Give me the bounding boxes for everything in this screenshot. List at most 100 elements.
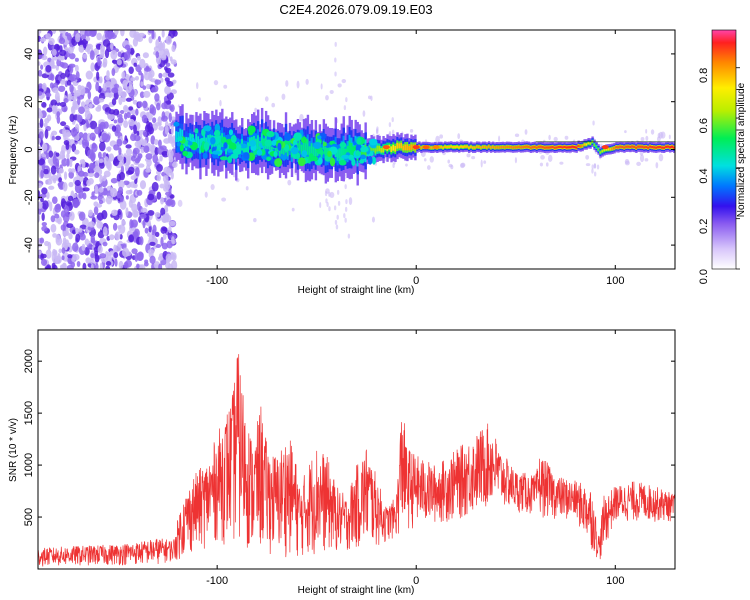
noise-speckle [59,264,66,269]
noise-speckle [114,231,121,241]
noise-speckle [143,90,151,98]
noise-speckle [65,142,70,151]
noise-speckle [148,36,153,44]
snr-y-label: SNR (10 * v/v) [8,418,19,482]
faint-speckle [624,159,630,165]
noise-speckle [115,244,122,252]
ridge-mark [671,145,674,148]
ridge-mark [352,146,355,157]
faint-speckle [287,179,292,186]
noise-speckle [156,102,161,111]
noise-speckle [129,84,133,91]
faint-speckle [370,95,373,101]
noise-speckle [96,32,102,41]
noise-speckle [41,101,47,108]
ridge-mark [495,146,499,149]
noise-speckle [45,92,52,98]
noise-speckle [170,59,177,65]
ridge-blob [327,150,332,158]
faint-speckle [426,165,431,170]
faint-speckle [524,129,528,135]
noise-speckle [88,103,93,109]
noise-speckle [72,193,77,199]
ridge-mark [601,150,604,153]
ridge-mark [462,145,465,149]
ridge-mark [473,146,477,149]
faint-speckle [253,217,257,223]
ridge-mark [505,145,509,149]
ridge-mark [673,146,675,149]
noise-speckle [98,187,104,193]
noise-speckle [51,49,57,56]
ridge-blob [313,141,322,149]
ridge-mark [398,143,401,149]
noise-speckle [111,98,117,106]
noise-speckle [145,168,152,173]
ridge-mark [350,142,353,156]
noise-speckle [64,46,69,52]
ridge-mark [513,146,517,149]
ridge-mark [481,145,485,149]
noise-speckle [119,171,126,181]
noise-speckle [69,211,75,221]
noise-speckle [119,109,125,114]
streak-speckle [326,201,329,207]
noise-speckle [103,174,107,181]
faint-speckle [668,134,671,140]
faint-speckle [480,159,483,168]
streak-speckle [391,117,394,123]
noise-speckle [98,200,104,205]
noise-speckle [146,158,152,167]
colorbar: 0.0 0.2 0.4 0.6 0.8 Normalized spectral ampl… [698,29,747,284]
noise-speckle [82,53,88,59]
ridge-mark [475,145,479,148]
noise-speckle [128,118,135,127]
noise-speckle [90,234,95,244]
faint-speckle [299,113,304,122]
ridge-blob [273,150,278,158]
noise-speckle [140,81,144,87]
ridge-mark [659,145,662,149]
noise-speckle [125,207,129,217]
ridge-mark [643,146,646,149]
ridge-mark [539,145,543,148]
ridge-mark [573,146,576,149]
noise-speckle [43,122,48,127]
ridge-mark [527,145,531,149]
ridge-blob [280,154,287,161]
noise-speckle [50,165,57,175]
noise-speckle [156,191,162,200]
ridge-mark [274,145,278,155]
noise-speckle [112,158,120,167]
noise-speckle [90,62,95,72]
ridge-blob [194,128,199,134]
faint-speckle [545,162,549,167]
noise-speckle [68,170,74,179]
noise-speckle [128,66,134,75]
noise-speckle [82,192,87,200]
ridge-blob [190,134,195,139]
faint-speckle [329,191,335,198]
noise-speckle [89,120,98,130]
noise-speckle [135,155,142,162]
noise-speckle [96,71,100,81]
noise-speckle [114,30,119,36]
noise-speckle [52,264,58,269]
noise-speckle [38,150,42,161]
noise-speckle [84,30,92,37]
noise-speckle [102,39,111,47]
faint-speckle [341,78,347,84]
noise-speckle [126,111,131,119]
noise-speckle [59,61,65,68]
noise-speckle [39,37,47,42]
ridge-blob [237,144,242,149]
noise-speckle [40,258,48,266]
noise-speckle [122,247,130,258]
noise-speckle [118,96,123,106]
ridge-blob [202,152,208,159]
noise-speckle [38,107,42,117]
noise-speckle [110,188,118,198]
noise-speckle [75,233,81,243]
ridge-mark [394,145,397,152]
streak-speckle [591,164,594,170]
